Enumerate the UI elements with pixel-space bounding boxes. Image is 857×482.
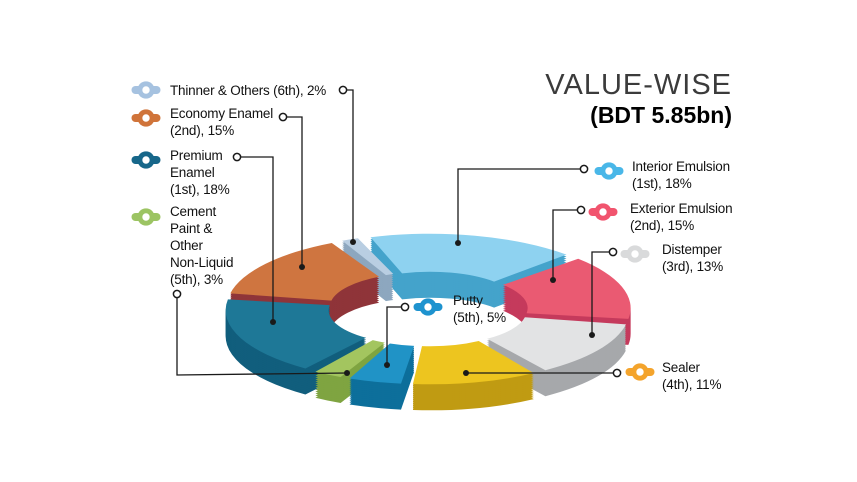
- legend-label: Thinner & Others (6th), 2%: [170, 83, 327, 98]
- premium-marker-icon: [131, 151, 161, 169]
- legend-label: Sealer: [662, 360, 700, 375]
- legend-sealer: Sealer (4th), 11%: [662, 359, 721, 393]
- leader-ring-endpoint: [172, 289, 182, 299]
- leader-dot-endpoint: [350, 239, 356, 245]
- legend-label: Non-Liquid: [170, 255, 234, 270]
- legend-label: Other: [170, 238, 203, 253]
- sealer-marker-icon: [625, 363, 655, 381]
- legend-value: (2nd), 15%: [630, 218, 695, 233]
- pie-segment-interior[interactable]: [370, 233, 567, 308]
- segment-top-face: [342, 238, 394, 276]
- pie-segment-premium[interactable]: [225, 299, 367, 395]
- leader-polyline: [283, 116, 303, 267]
- legend-value: (5th), 3%: [170, 272, 223, 287]
- leader-line-distemper: [589, 247, 618, 338]
- leader-dot-endpoint: [344, 370, 350, 376]
- legend-label: Economy Enamel: [170, 106, 273, 121]
- leader-line-sealer: [463, 368, 622, 378]
- chart-subtitle-total: (BDT 5.85bn): [590, 102, 732, 128]
- legend-interior-emulsion: Interior Emulsion (1st), 18%: [632, 158, 730, 192]
- leader-dot-endpoint: [299, 264, 305, 270]
- cement-marker-icon: [131, 208, 161, 226]
- leader-dot-endpoint: [455, 240, 461, 246]
- legend-value: (1st), 18%: [632, 176, 692, 191]
- leader-ring-endpoint: [338, 85, 348, 95]
- legend-label: Paint &: [170, 221, 213, 236]
- leader-polyline: [386, 306, 405, 365]
- legend-value: (2nd), 15%: [170, 123, 235, 138]
- segment-top-face: [315, 340, 385, 377]
- economy-marker-icon: [131, 109, 161, 127]
- pie-segment-putty[interactable]: [349, 343, 415, 410]
- segment-top-face: [349, 343, 415, 384]
- pie-segment-sealer[interactable]: [412, 341, 534, 411]
- legend-label: Interior Emulsion: [632, 159, 730, 174]
- exterior-marker-icon: [588, 203, 618, 221]
- chart-title: VALUE-WISE: [545, 69, 732, 101]
- interior-marker-icon: [594, 162, 624, 180]
- leader-polyline: [237, 156, 274, 322]
- distemper-marker-icon: [620, 245, 650, 263]
- legend-label: Putty: [453, 293, 483, 308]
- legend-label: Exterior Emulsion: [630, 201, 733, 216]
- legend-label: Distemper: [662, 242, 722, 257]
- legend-label: Premium: [170, 148, 223, 163]
- leader-ring-endpoint: [579, 164, 589, 174]
- leader-ring-endpoint: [232, 152, 242, 162]
- leader-ring-endpoint: [278, 112, 288, 122]
- leader-dot-endpoint: [463, 370, 469, 376]
- leader-dot-endpoint: [550, 277, 556, 283]
- legend-label: Cement: [170, 204, 217, 219]
- leader-dot-endpoint: [589, 332, 595, 338]
- leader-ring-endpoint: [400, 302, 410, 312]
- leader-line-cement: [172, 289, 350, 376]
- leader-polyline: [343, 89, 354, 242]
- pie-segment-exterior[interactable]: [503, 258, 631, 345]
- legend-putty: Putty (5th), 5%: [453, 292, 506, 326]
- legend-distemper: Distemper (3rd), 13%: [662, 241, 723, 275]
- legend-value: (4th), 11%: [662, 377, 722, 392]
- thinner-marker-icon: [131, 81, 161, 99]
- leader-line-premium: [232, 152, 276, 325]
- segment-top-face: [503, 258, 631, 319]
- leader-dot-endpoint: [384, 362, 390, 368]
- legend-value: (1st), 18%: [170, 182, 230, 197]
- leader-ring-endpoint: [608, 247, 618, 257]
- putty-marker-icon: [413, 298, 443, 316]
- legend-value: (3rd), 13%: [662, 259, 724, 274]
- leader-line-economy: [278, 112, 305, 270]
- leader-line-exterior: [550, 205, 586, 283]
- legend-label: Enamel: [170, 165, 215, 180]
- leader-line-putty: [384, 302, 410, 368]
- leader-ring-endpoint: [576, 205, 586, 215]
- leader-polyline: [457, 168, 584, 243]
- leader-polyline: [591, 251, 613, 335]
- chart-title-block: VALUE-WISE (BDT 5.85bn): [420, 70, 732, 128]
- segment-top-face: [225, 299, 367, 369]
- segment-top-face: [230, 243, 380, 301]
- leader-ring-endpoint: [612, 368, 622, 378]
- legend-economy-enamel: Economy Enamel (2nd), 15%: [170, 105, 273, 139]
- leader-line-interior: [455, 164, 589, 246]
- leader-line-thinner: [338, 85, 356, 245]
- legend-exterior-emulsion: Exterior Emulsion (2nd), 15%: [630, 200, 733, 234]
- segment-top-face: [487, 317, 626, 371]
- legend-value: (5th), 5%: [453, 310, 506, 325]
- legend-thinner-others: Thinner & Others (6th), 2%: [170, 82, 326, 99]
- segment-top-face: [370, 233, 567, 282]
- leader-polyline: [552, 209, 581, 280]
- leader-dot-endpoint: [270, 319, 276, 325]
- leader-polyline: [176, 294, 348, 376]
- legend-premium-enamel: Premium Enamel (1st), 18%: [170, 147, 230, 198]
- legend-cement-paint: Cement Paint & Other Non-Liquid (5th), 3…: [170, 203, 233, 288]
